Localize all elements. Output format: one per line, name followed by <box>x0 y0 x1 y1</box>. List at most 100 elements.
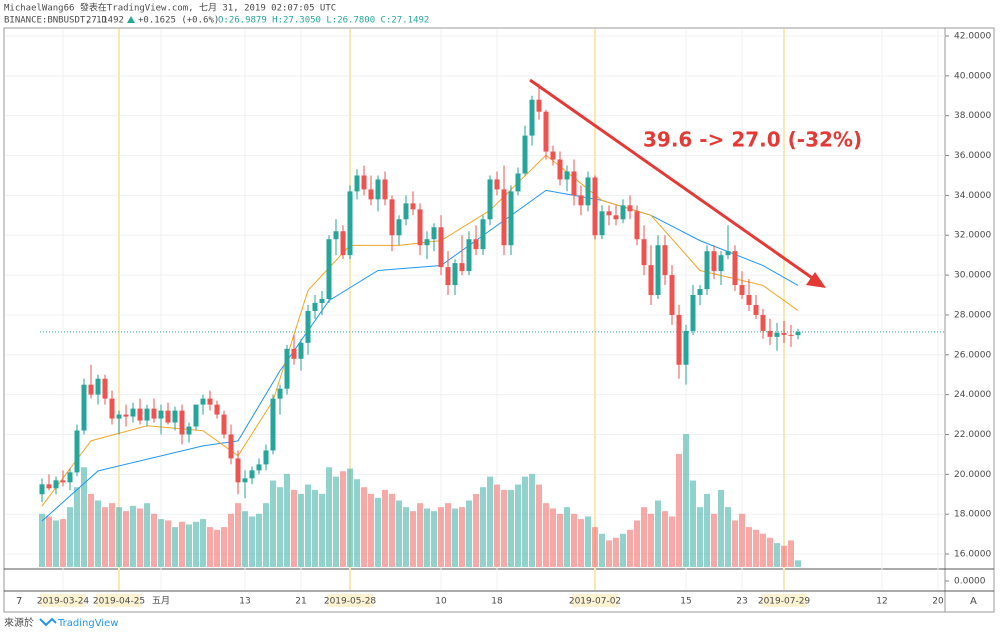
candle-body <box>438 227 444 268</box>
candle-body <box>235 458 241 483</box>
volume-bar <box>109 503 115 567</box>
candle-body <box>620 205 626 220</box>
candle-body <box>305 310 311 343</box>
candle-body <box>515 173 521 192</box>
volume-bar <box>144 503 150 567</box>
volume-bar <box>200 519 206 567</box>
candle-body <box>88 384 94 395</box>
volume-bar <box>284 473 290 567</box>
volume-bar <box>557 513 563 567</box>
candle-body <box>473 239 479 250</box>
candle-body <box>389 199 395 236</box>
volume-bar <box>249 516 255 567</box>
y-tick-label: 38.0000 <box>954 111 991 121</box>
candle-body <box>242 478 248 483</box>
volume-bar <box>354 479 360 567</box>
plot <box>39 83 945 567</box>
y-tick-label: 28.0000 <box>954 310 991 320</box>
volume-bar <box>620 533 626 567</box>
volume-bar <box>725 507 731 567</box>
candle-body <box>529 99 535 136</box>
candle-body <box>725 251 731 256</box>
candle-body <box>739 285 745 296</box>
candle-body <box>557 159 563 180</box>
volume-bar <box>333 476 339 567</box>
candle-body <box>102 378 108 399</box>
candle-body <box>200 398 206 405</box>
volume-bar <box>326 467 332 567</box>
candle-body <box>760 314 766 331</box>
candle-body <box>109 398 115 419</box>
candle-body <box>452 263 458 286</box>
volume-bar <box>648 513 654 567</box>
candle-body <box>67 472 73 483</box>
volume-bar <box>431 511 437 567</box>
volume-bar <box>39 513 45 567</box>
candle-body <box>319 299 325 303</box>
volume-bar <box>95 500 101 567</box>
volume-bar <box>375 497 381 567</box>
volume-tick-label: 0.0000 <box>954 577 986 587</box>
volume-bar <box>522 476 528 567</box>
candle-body <box>396 219 402 236</box>
y-tick-label: 26.0000 <box>954 350 991 360</box>
volume-bar <box>767 537 773 567</box>
volume-bar <box>571 513 577 567</box>
x-tick-label: 2019-04-25 <box>93 597 145 607</box>
volume-bar <box>130 505 136 567</box>
y-tick-label: 18.0000 <box>954 510 991 520</box>
volume-bar <box>123 511 129 567</box>
volume-bar <box>228 513 234 567</box>
volume-bar <box>655 500 661 567</box>
volume-bar <box>396 500 402 567</box>
left-button[interactable]: 7 <box>16 596 22 607</box>
candle-body <box>46 484 52 489</box>
y-tick-label: 36.0000 <box>954 151 991 161</box>
volume-bar <box>291 489 297 567</box>
volume-bar <box>270 480 276 567</box>
candle-body <box>158 410 164 419</box>
volume-bar <box>452 508 458 567</box>
candle-body <box>347 191 353 256</box>
volume-bar <box>207 527 213 567</box>
volume-bar <box>683 434 689 567</box>
candle-body <box>459 263 465 272</box>
auto-button[interactable]: A <box>970 596 977 607</box>
volume-bar <box>711 513 717 567</box>
up-triangle <box>127 16 135 23</box>
candle-body <box>536 99 542 112</box>
candle-body <box>690 295 696 331</box>
candle-body <box>683 330 689 365</box>
volume-bar <box>739 513 745 567</box>
candle-body <box>550 151 556 160</box>
volume-bar <box>508 489 514 567</box>
candle-body <box>256 464 262 471</box>
candle-body <box>767 330 773 337</box>
candle-body <box>74 430 80 473</box>
header-change: +0.1625 (+0.6%) <box>138 16 219 26</box>
volume-bar <box>151 513 157 567</box>
volume-bar <box>718 489 724 567</box>
volume-bar <box>676 453 682 567</box>
grid <box>5 29 949 590</box>
volume-bar <box>382 489 388 567</box>
tv-logo <box>39 617 57 627</box>
volume-bar <box>487 476 493 567</box>
x-tick-label: 10 <box>435 597 447 607</box>
candle-body <box>284 348 290 389</box>
volume-bar <box>543 503 549 567</box>
y-tick-label: 22.0000 <box>954 430 991 440</box>
candle-body <box>564 171 570 180</box>
candle-body <box>662 245 668 276</box>
volume-bar <box>235 503 241 567</box>
volume-bar <box>585 516 591 567</box>
candle-body <box>410 203 416 210</box>
volume-bar <box>193 521 199 567</box>
x-tick-label: 2019-07-29 <box>758 597 811 607</box>
volume-bar <box>459 507 465 567</box>
candle-body <box>606 211 612 216</box>
volume-bar <box>214 529 220 567</box>
volume-bar <box>438 507 444 567</box>
volume-bar <box>88 493 94 567</box>
